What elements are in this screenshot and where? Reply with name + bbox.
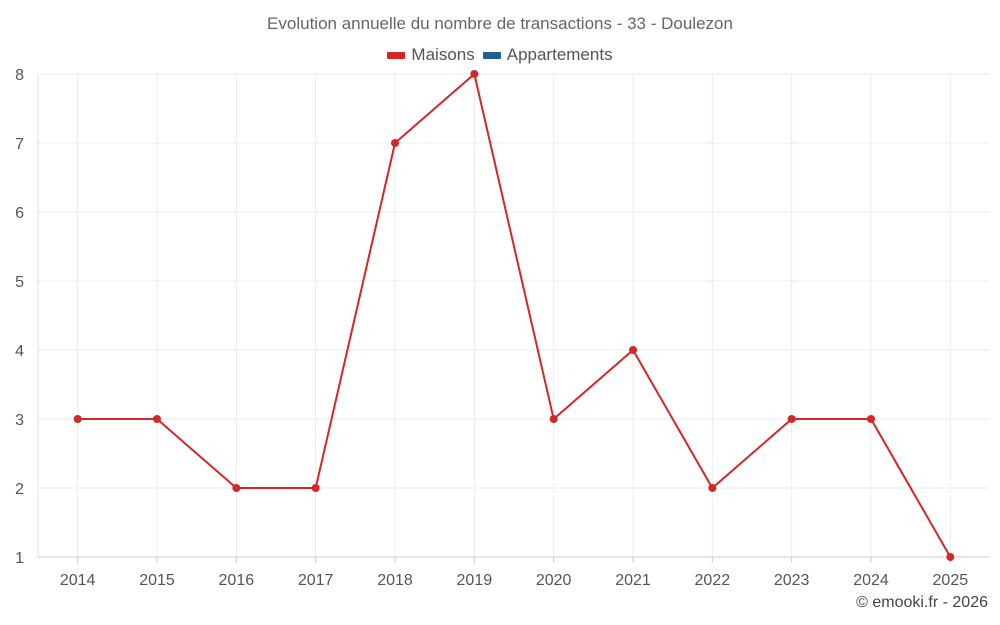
legend: Maisons Appartements [0, 45, 1000, 65]
chart-title: Evolution annuelle du nombre de transact… [267, 14, 733, 33]
y-axis-ticks: 1 2 3 4 5 6 7 8 [15, 67, 24, 567]
x-tick-label: 2016 [219, 572, 255, 589]
y-tick-label: 2 [15, 481, 24, 498]
x-tick-label: 2017 [298, 572, 334, 589]
legend-item-maisons[interactable]: Maisons [387, 45, 475, 65]
y-tick-label: 5 [15, 274, 24, 291]
legend-item-appartements[interactable]: Appartements [482, 45, 613, 65]
y-tick-label: 8 [15, 67, 24, 84]
x-tick-label: 2014 [60, 572, 96, 589]
x-tick-label: 2024 [853, 572, 889, 589]
data-point-maisons-2025[interactable] [946, 553, 955, 561]
x-axis-ticks: 2014 2015 2016 2017 2018 2019 2020 2021 2022 2023… [60, 572, 968, 589]
series-line-maisons [77, 73, 952, 558]
series-layer [73, 70, 955, 561]
data-point-maisons-2016[interactable] [232, 484, 241, 492]
y-tick-label: 3 [15, 412, 24, 429]
y-tick-label: 1 [15, 550, 24, 567]
data-point-maisons-2019[interactable] [470, 70, 479, 78]
data-point-maisons-2024[interactable] [867, 415, 875, 423]
data-point-maisons-2020[interactable] [549, 415, 558, 423]
axes [37, 74, 990, 563]
data-point-maisons-2015[interactable] [153, 415, 161, 423]
legend-swatch-maisons [387, 51, 406, 59]
legend-label-maisons: Maisons [411, 45, 475, 64]
legend-label-appartements: Appartements [506, 45, 613, 64]
data-point-maisons-2018[interactable] [391, 139, 399, 147]
data-point-maisons-2023[interactable] [787, 415, 796, 423]
data-point-maisons-2022[interactable] [708, 484, 717, 492]
data-point-maisons-2014[interactable] [73, 415, 82, 423]
x-tick-label: 2018 [377, 572, 413, 589]
y-tick-label: 4 [15, 343, 24, 360]
x-tick-label: 2019 [457, 572, 493, 589]
x-tick-label: 2015 [139, 572, 175, 589]
x-tick-label: 2023 [774, 572, 810, 589]
data-point-maisons-2017[interactable] [311, 484, 320, 492]
y-tick-label: 7 [15, 136, 24, 153]
data-point-maisons-2021[interactable] [629, 346, 637, 354]
x-tick-label: 2021 [615, 572, 651, 589]
y-tick-label: 6 [15, 205, 24, 222]
grid [38, 73, 990, 557]
credit-text: © emooki.fr - 2026 [856, 594, 988, 611]
legend-swatch-appartements [482, 51, 501, 59]
x-tick-label: 2025 [933, 572, 969, 589]
x-tick-label: 2020 [536, 572, 572, 589]
x-tick-label: 2022 [695, 572, 731, 589]
